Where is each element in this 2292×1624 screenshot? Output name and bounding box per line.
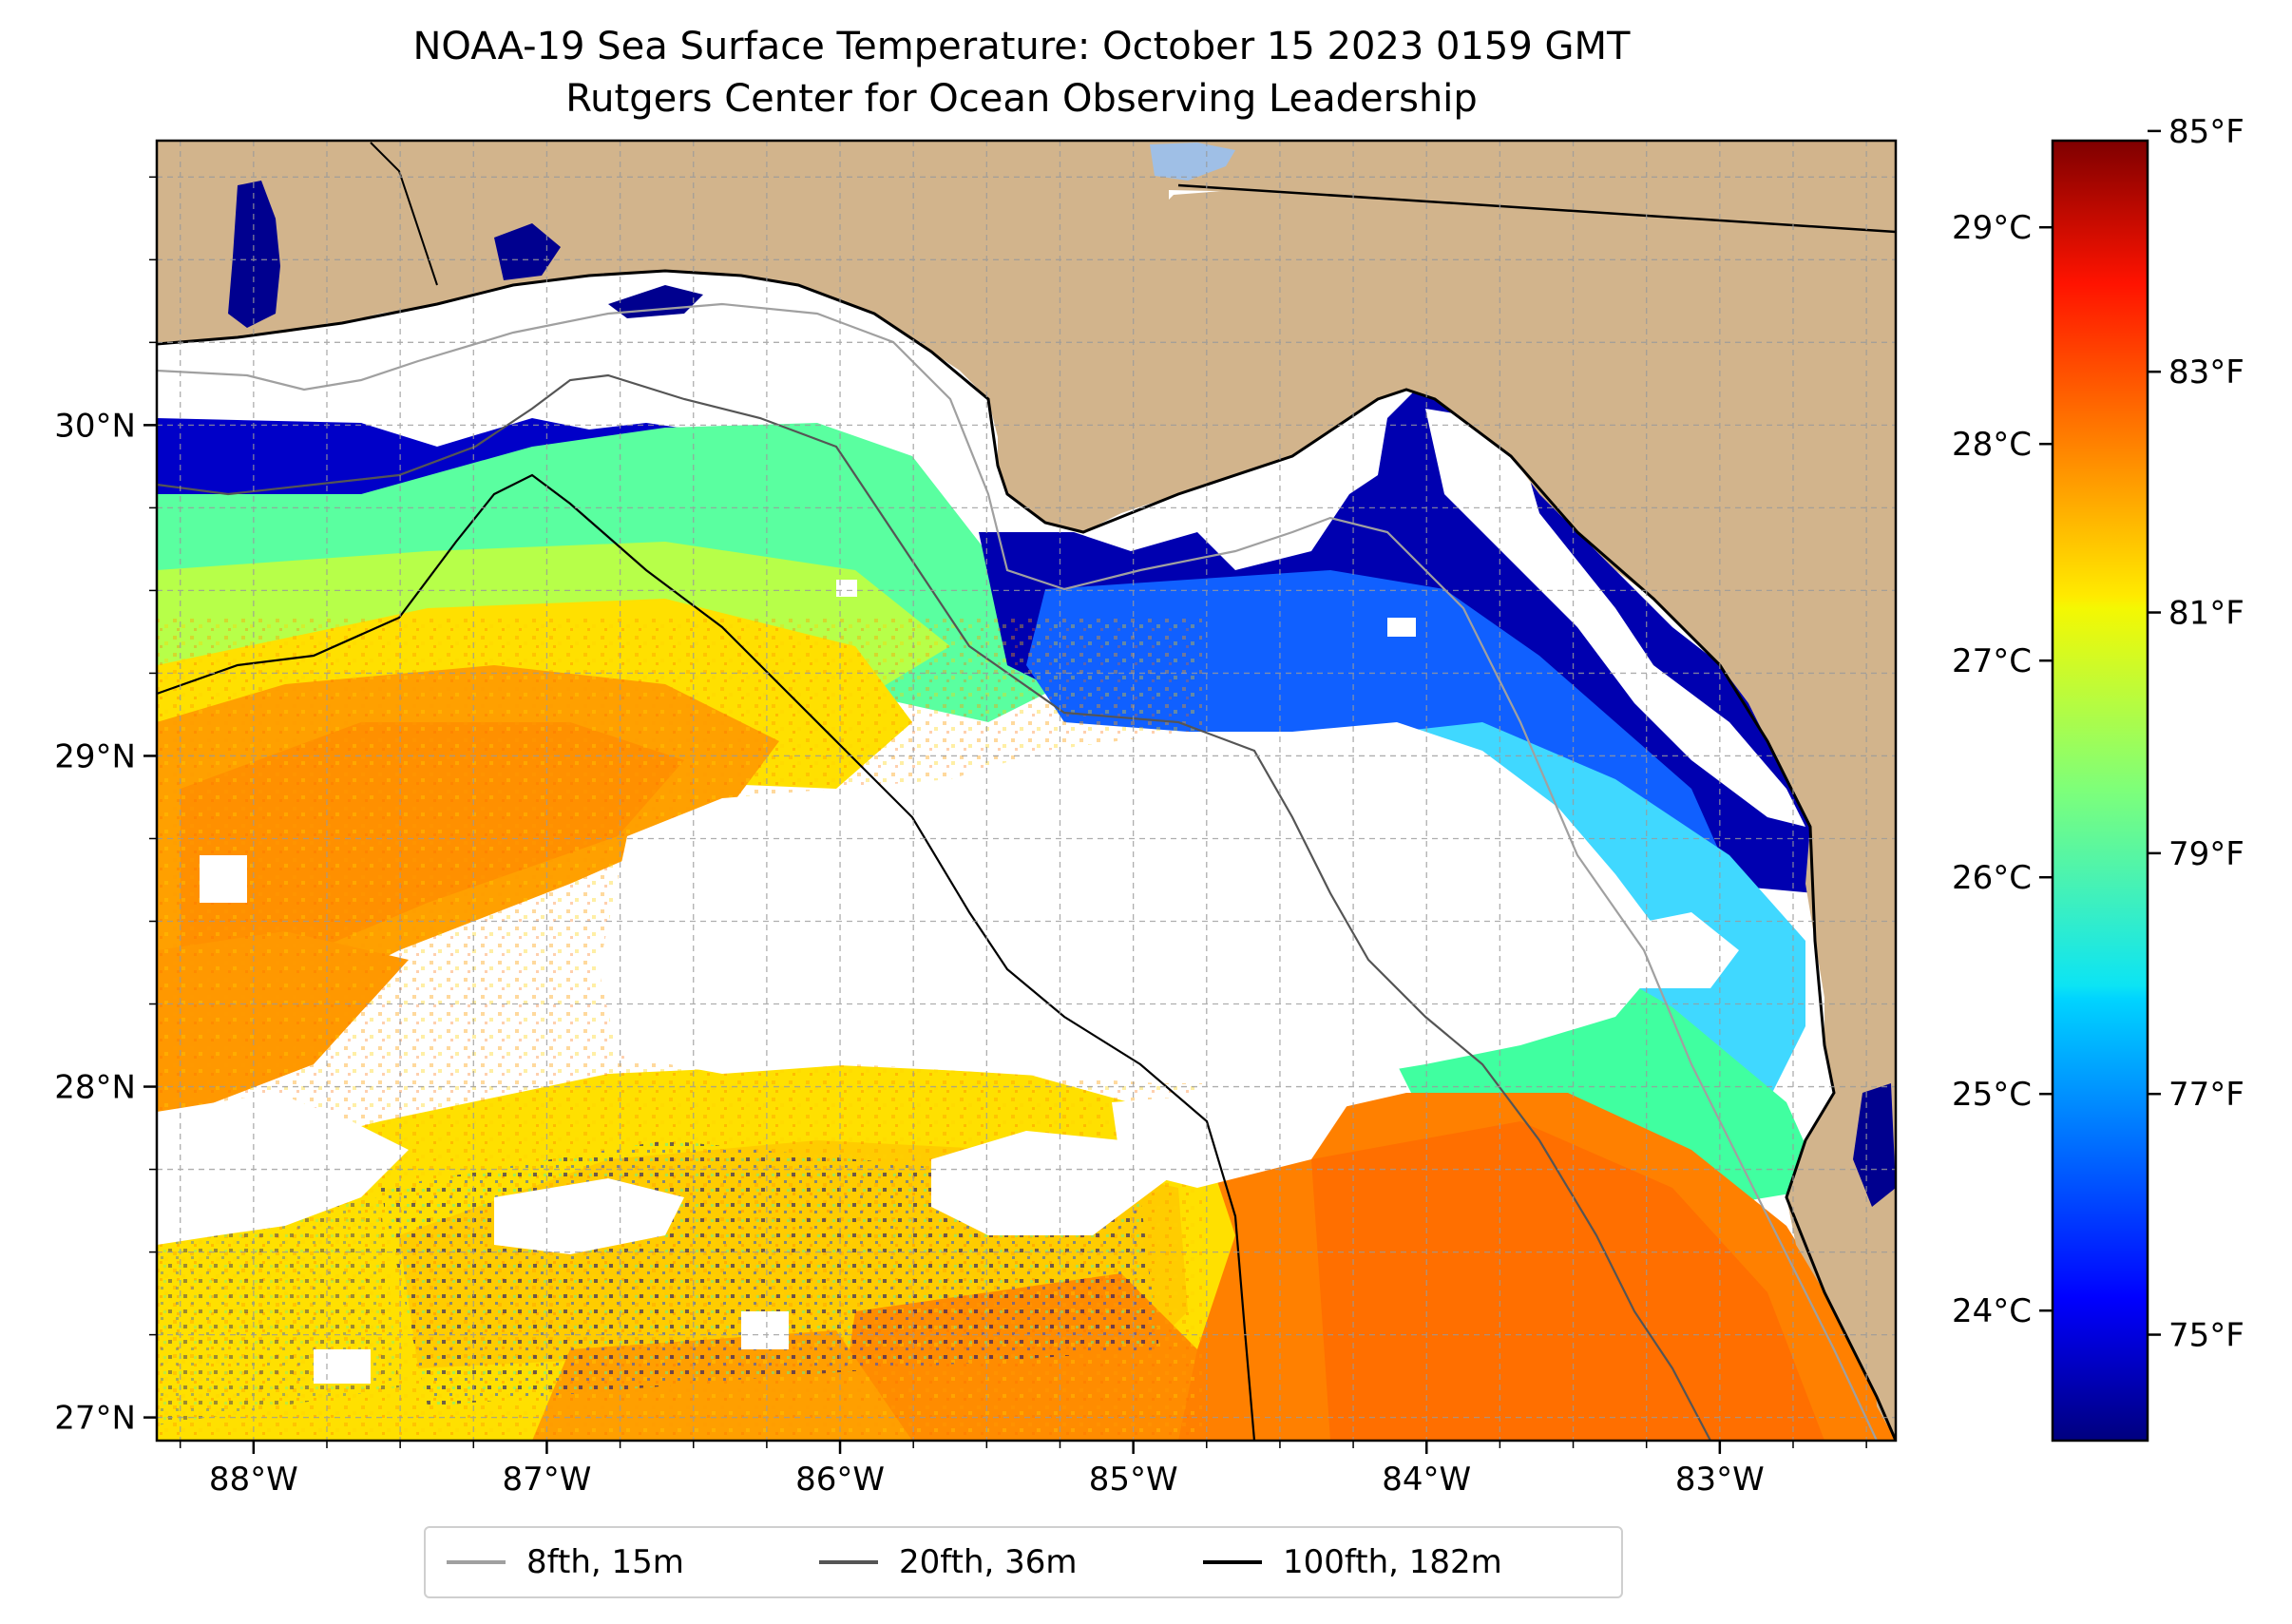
colorbar-c-label: 29°C — [1952, 209, 2032, 247]
map-title: NOAA-19 Sea Surface Temperature: October… — [412, 25, 1631, 68]
lon-tick-label: 88°W — [209, 1461, 298, 1499]
colorbar-f-label: 85°F — [2168, 113, 2244, 151]
land — [157, 141, 1896, 1441]
colorbar-c-label: 26°C — [1952, 859, 2032, 897]
colorbar-ticks: 75°F 77°F 79°F 81°F 83°F 85°F 24°C 25°C 26°C 27°C… — [1952, 113, 2244, 1355]
legend-swatch-36m — [819, 1560, 878, 1564]
legend-item-182m: 100fth, 182m — [1203, 1543, 1502, 1581]
map-subtitle: Rutgers Center for Ocean Observing Leade… — [565, 77, 1478, 121]
coastline — [157, 269, 1896, 1441]
legend: 8fth, 15m 20fth, 36m 100fth, 182m — [424, 1526, 1623, 1598]
colorbar-f-label: 75°F — [2168, 1317, 2244, 1355]
lon-tick-label: 84°W — [1382, 1461, 1471, 1499]
map-frame — [155, 139, 1898, 1442]
cloud-mask — [157, 580, 1739, 1384]
colorbar — [2053, 141, 2148, 1441]
map-area — [157, 141, 1896, 1441]
colorbar-c-label: 28°C — [1952, 426, 2032, 464]
legend-swatch-182m — [1203, 1560, 1262, 1564]
lon-tick-label: 83°W — [1675, 1461, 1765, 1499]
colorbar-c-label: 25°C — [1952, 1076, 2032, 1114]
gridlines — [157, 141, 1896, 1441]
state-boundary — [1177, 183, 1896, 234]
colorbar-c-label: 24°C — [1952, 1292, 2032, 1330]
contour-182m — [157, 473, 1256, 1441]
legend-item-15m: 8fth, 15m — [447, 1543, 684, 1581]
lat-tick-label: 27°N — [54, 1400, 136, 1438]
colorbar-f-label: 81°F — [2168, 595, 2244, 633]
colorbar-f-label: 83°F — [2168, 353, 2244, 392]
lat-tick-label: 30°N — [54, 407, 136, 445]
lon-tick-label: 85°W — [1089, 1461, 1178, 1499]
contour-15m — [157, 302, 1878, 1441]
lat-tick-label: 29°N — [54, 737, 136, 775]
colorbar-f-label: 77°F — [2168, 1076, 2244, 1114]
map-axes: 88°W 87°W 86°W 85°W 84°W 83°W 27°N 28°N 29°N 30°N — [54, 176, 1867, 1499]
legend-item-36m: 20fth, 36m — [819, 1543, 1078, 1581]
lat-tick-label: 28°N — [54, 1069, 136, 1107]
lake — [1150, 143, 1235, 181]
legend-label-182m: 100fth, 182m — [1283, 1543, 1502, 1581]
lon-tick-label: 86°W — [795, 1461, 885, 1499]
legend-label-36m: 20fth, 36m — [899, 1543, 1078, 1581]
lon-tick-label: 87°W — [502, 1461, 591, 1499]
sst-field — [157, 390, 1896, 1441]
mobile-bay — [228, 181, 280, 328]
colorbar-frame — [2051, 139, 2149, 1442]
contour-36m — [157, 373, 1711, 1441]
colorbar-c-label: 27°C — [1952, 642, 2032, 680]
legend-swatch-15m — [447, 1560, 506, 1564]
colorbar-f-label: 79°F — [2168, 835, 2244, 873]
legend-label-15m: 8fth, 15m — [526, 1543, 684, 1581]
